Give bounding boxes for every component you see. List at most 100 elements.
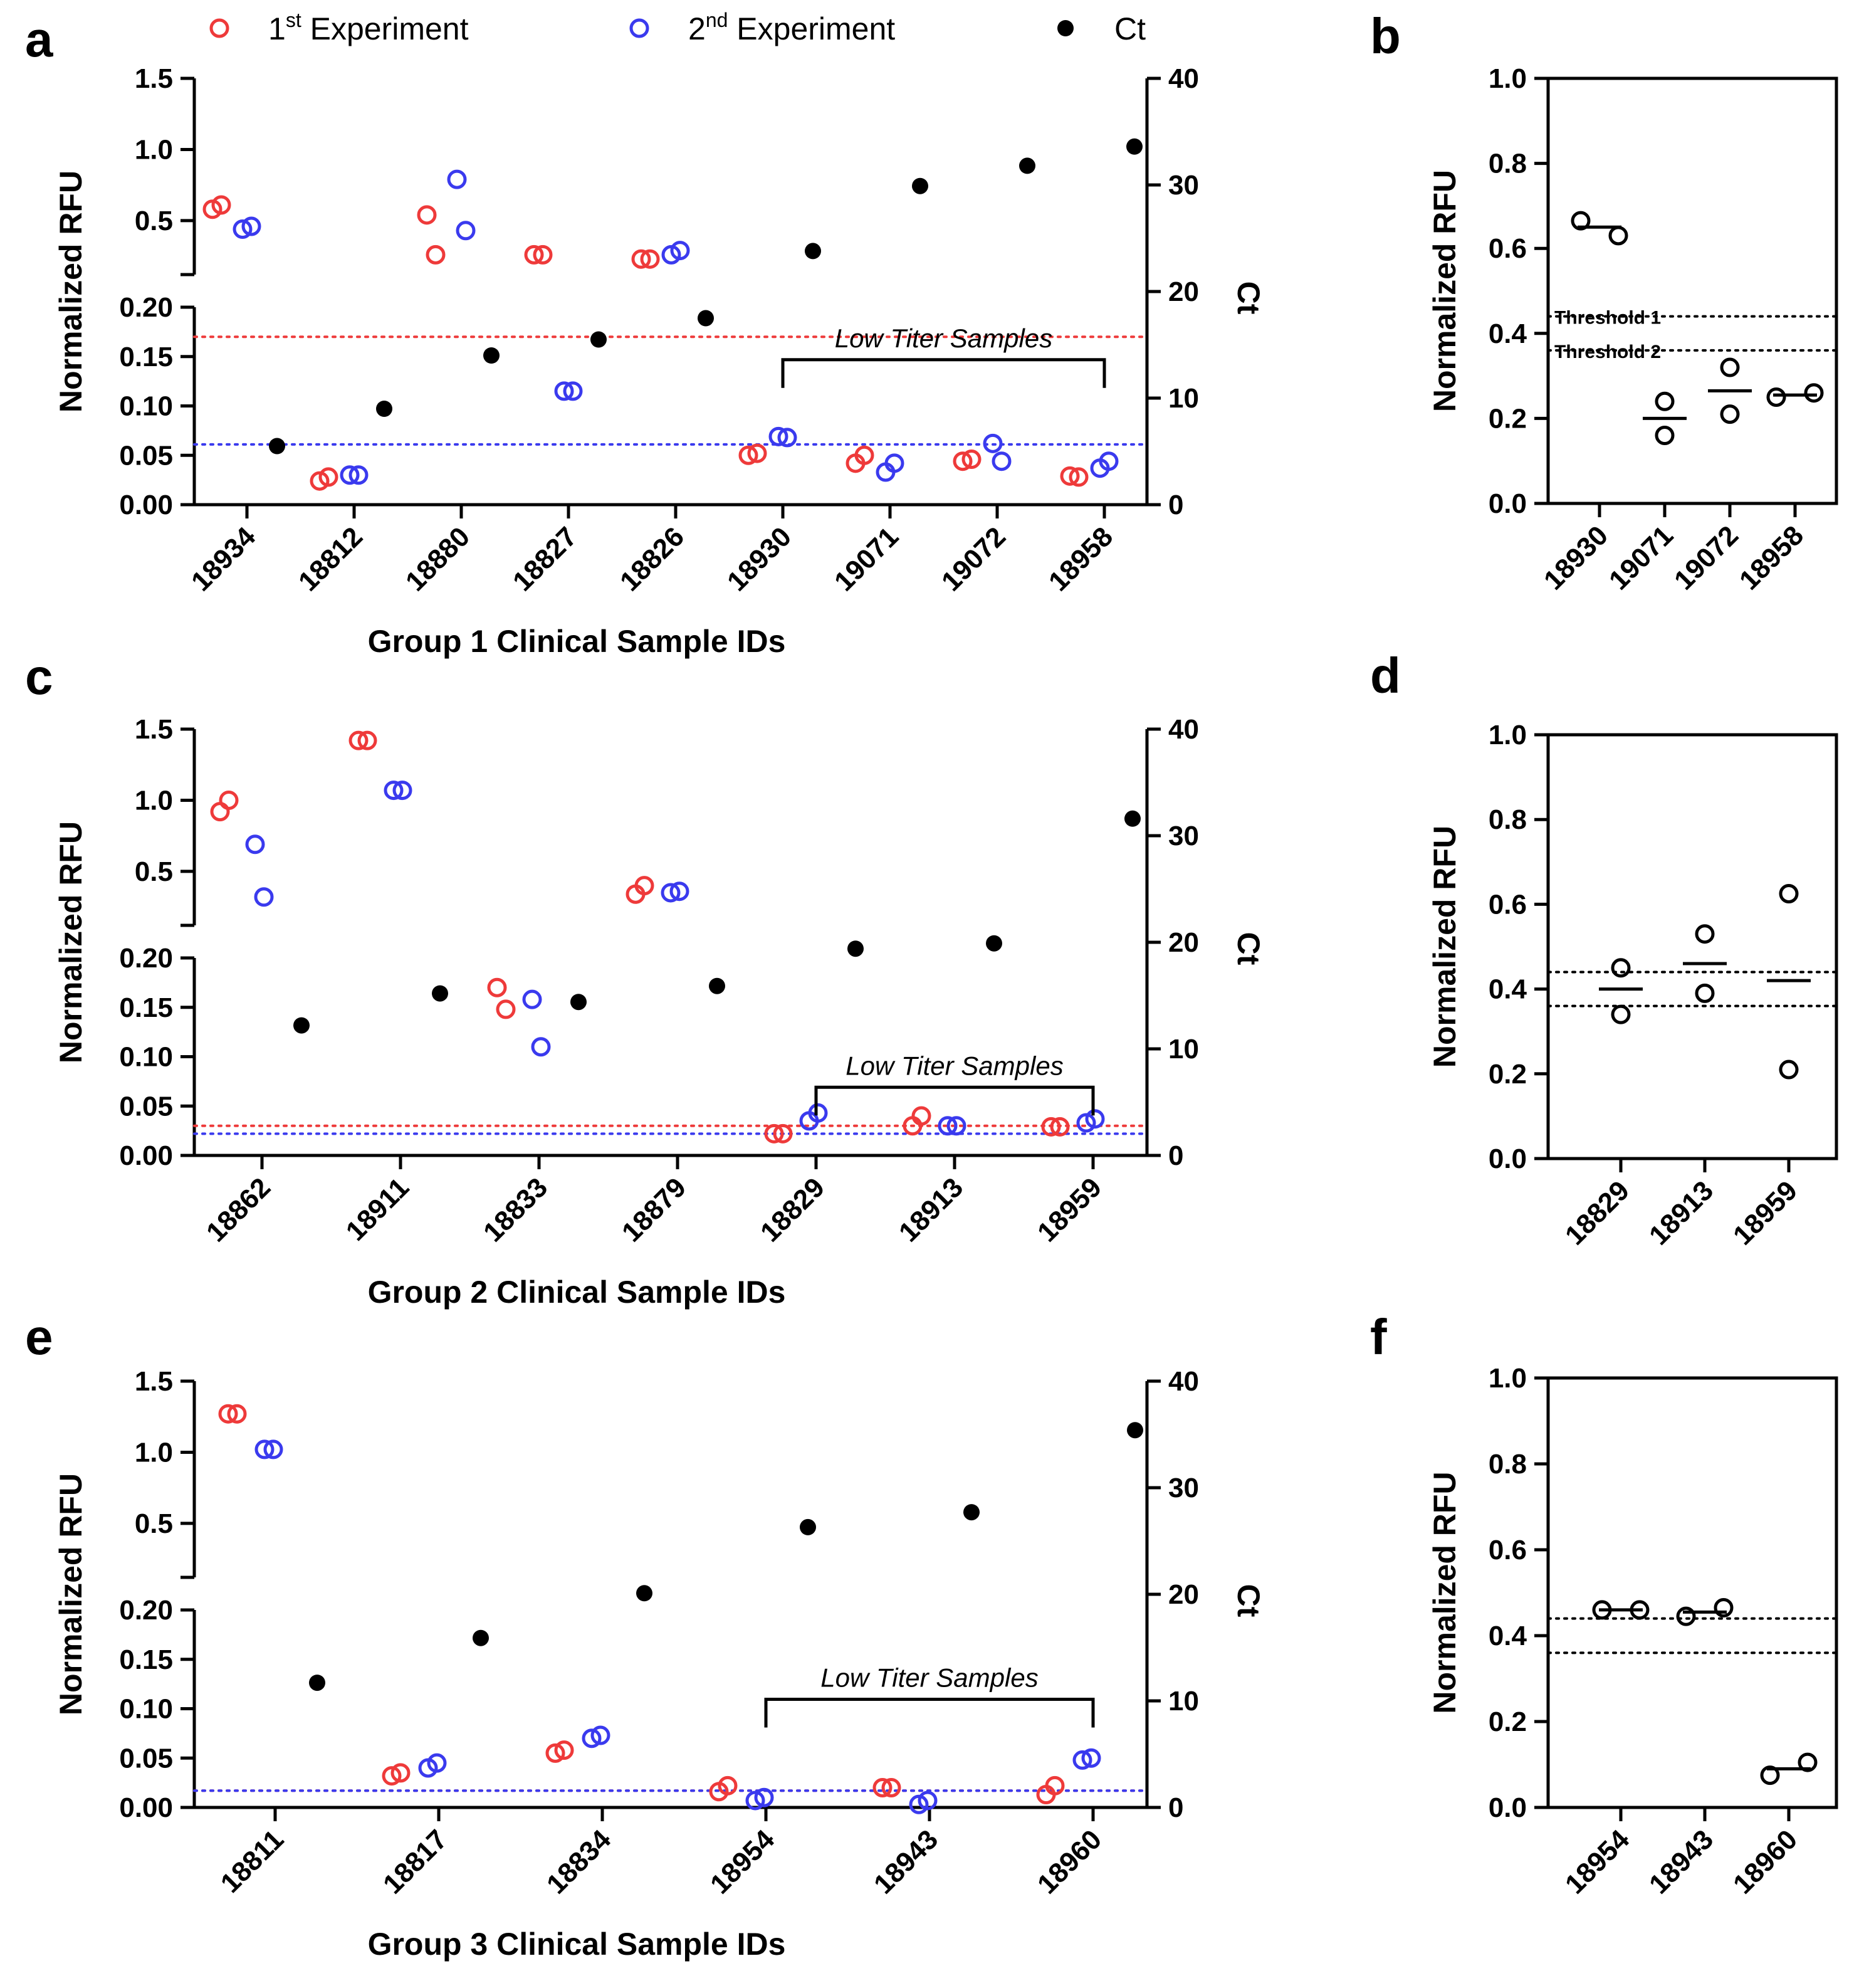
x-tick-label: 18958 xyxy=(1734,520,1809,596)
y-tick-label: 0.6 xyxy=(1489,233,1527,264)
exp2-point xyxy=(1076,1113,1096,1133)
rfu-point xyxy=(1798,1752,1818,1772)
rfu-point xyxy=(1760,1765,1780,1786)
y-tick-label: 0.05 xyxy=(119,1091,173,1122)
x-tick-label: 18913 xyxy=(893,1172,969,1248)
y-tick-label: 0.8 xyxy=(1489,1449,1527,1480)
y-tick-label: 1.0 xyxy=(1489,720,1527,750)
legend: 1st Experiment 2nd Experiment Ct xyxy=(209,9,1146,46)
legend-item-1: 1st Experiment xyxy=(209,9,469,46)
rfu-point xyxy=(1804,383,1824,403)
x-tick-label: 18959 xyxy=(1032,1172,1107,1248)
rfu-point xyxy=(1714,1597,1734,1617)
y2-tick-label: 40 xyxy=(1168,714,1199,745)
y2-tick-label: 0 xyxy=(1168,490,1183,520)
ct-point xyxy=(636,1585,652,1602)
x-tick-label: 18833 xyxy=(478,1172,553,1248)
exp2-point xyxy=(392,781,412,801)
rfu-point xyxy=(1779,1060,1799,1080)
exp1-point xyxy=(211,195,231,215)
exp1-point xyxy=(227,1404,247,1424)
ct-point xyxy=(805,243,821,260)
y2-tick-label: 10 xyxy=(1168,1686,1199,1717)
rfu-point xyxy=(1676,1606,1696,1626)
exp2-point xyxy=(582,1728,602,1749)
low-titer-bracket xyxy=(764,1698,1095,1728)
y-tick-label: 0.15 xyxy=(119,992,173,1023)
y-tick-label: 0.05 xyxy=(119,440,173,471)
y-tick-label: 1.0 xyxy=(135,1437,173,1468)
x-tick-label: 18880 xyxy=(400,521,476,597)
exp2-point xyxy=(254,887,274,907)
exp2-point xyxy=(348,465,369,485)
exp2-point xyxy=(938,1116,958,1136)
rfu-point xyxy=(1695,924,1715,944)
exp1-point xyxy=(545,1743,565,1763)
exp1-point xyxy=(496,999,516,1019)
exp1-point xyxy=(318,467,338,487)
exp2-point xyxy=(563,381,583,401)
exp2-point xyxy=(777,428,797,448)
exp2-point xyxy=(946,1116,966,1136)
y-tick-label: 1.5 xyxy=(135,714,173,745)
y-tick-label: 0.20 xyxy=(119,1595,173,1626)
y-axis-title: Normalized RFU xyxy=(1427,170,1462,412)
exp1-point xyxy=(390,1763,411,1783)
y-tick-label: 0.8 xyxy=(1489,804,1527,835)
ct-point xyxy=(309,1675,325,1691)
x-tick-label: 18954 xyxy=(704,1824,781,1900)
exp1-point xyxy=(524,245,544,265)
y2-tick-label: 10 xyxy=(1168,1034,1199,1065)
x-tick-label: 18834 xyxy=(541,1824,617,1900)
y-tick-label: 0.2 xyxy=(1489,1059,1527,1090)
exp1-point xyxy=(881,1778,901,1797)
x-tick-label: 18913 xyxy=(1643,1175,1719,1251)
ct-point xyxy=(483,347,500,364)
x-tick-label: 18862 xyxy=(201,1172,276,1248)
exp1-point xyxy=(218,1404,238,1424)
rfu-point xyxy=(1655,391,1675,411)
ct-point xyxy=(847,940,864,957)
ct-point xyxy=(1126,138,1143,155)
panel-c: c 0.00 0.05 0.10 0.15 0.20 0.5 1.0 1.5 0 10 20 30 40 N… xyxy=(25,649,1266,1310)
ct-point xyxy=(269,438,285,455)
ct-point xyxy=(800,1518,816,1535)
exp2-point xyxy=(918,1791,938,1811)
y-tick-label: 0.20 xyxy=(119,943,173,974)
x-tick-label: 18960 xyxy=(1727,1824,1803,1900)
y-tick-label: 0.4 xyxy=(1489,1621,1527,1651)
exp2-point xyxy=(245,834,265,855)
y-tick-label: 0.6 xyxy=(1489,889,1527,920)
x-tick-label: 18954 xyxy=(1559,1824,1636,1900)
y-tick-label: 0.0 xyxy=(1489,488,1527,519)
x-tick-label: 19072 xyxy=(936,521,1012,597)
y-tick-label: 0.00 xyxy=(119,1792,173,1823)
y-tick-label: 0.10 xyxy=(119,1042,173,1073)
y-tick-label: 0.2 xyxy=(1489,403,1527,434)
y-tick-label: 0.8 xyxy=(1489,149,1527,179)
y-tick-label: 1.5 xyxy=(135,1366,173,1397)
exp2-point xyxy=(669,881,689,902)
x-tick-label: 18829 xyxy=(1559,1175,1635,1251)
panel-e: e 0.00 0.05 0.10 0.15 0.20 0.5 1.0 1.5 0 10 20 30 40 N… xyxy=(25,1309,1266,1962)
panel-letter: b xyxy=(1370,8,1401,64)
ct-point xyxy=(709,977,725,994)
y-tick-label: 0.20 xyxy=(119,292,173,323)
rfu-point xyxy=(1611,1004,1631,1024)
exp1-point xyxy=(210,802,230,822)
legend-marker xyxy=(209,18,229,38)
legend-label: 1st Experiment xyxy=(268,9,469,46)
x-tick-label: 19071 xyxy=(829,521,904,597)
exp1-point xyxy=(554,1740,574,1760)
exp2-point xyxy=(384,781,404,801)
y2-axis-title: Ct xyxy=(1231,932,1266,965)
ct-point xyxy=(590,331,607,348)
y-tick-label: 0.05 xyxy=(119,1743,173,1774)
y-axis-title: Normalized RFU xyxy=(53,821,88,1063)
exp2-point xyxy=(754,1787,774,1807)
low-titer-bracket xyxy=(781,358,1106,388)
x-tick-label: 18827 xyxy=(507,521,583,597)
y-tick-label: 1.5 xyxy=(135,63,173,94)
